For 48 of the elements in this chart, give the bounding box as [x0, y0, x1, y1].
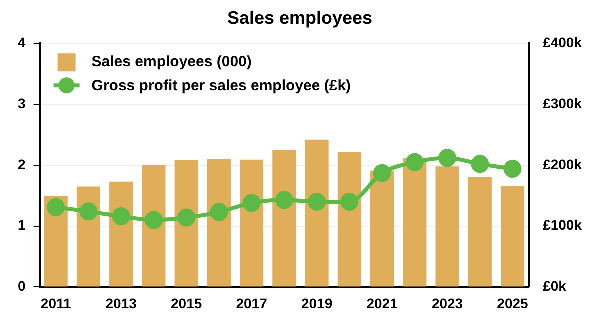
y2-tick-label: £200k [543, 156, 582, 172]
y2-tick-label: £300k [543, 95, 582, 112]
y-tick-label: 2 [18, 156, 26, 172]
point [438, 149, 457, 168]
point [406, 153, 424, 172]
x-tick-label: 2013 [106, 295, 138, 312]
y2-tick-label: £100k [543, 217, 582, 234]
y-tick-label: 0 [18, 278, 26, 294]
x-tick-label: 2023 [432, 295, 464, 312]
bar [207, 159, 231, 287]
bar [142, 165, 166, 287]
point [242, 194, 261, 212]
y-tick-label: 1 [18, 217, 26, 234]
point [47, 198, 66, 216]
x-tick-label: 2015 [170, 295, 202, 312]
x-tick-label: 2019 [301, 295, 333, 312]
x-tick-label: 2011 [40, 295, 72, 312]
bar [370, 170, 394, 287]
point [80, 202, 98, 221]
bar [468, 176, 492, 287]
point [373, 164, 392, 182]
y-tick-label: 4 [18, 34, 26, 50]
x-tick-label: 2025 [497, 295, 529, 312]
bar [500, 186, 525, 287]
bar [403, 158, 427, 287]
bar [305, 140, 329, 287]
point [504, 160, 522, 178]
point [210, 203, 228, 222]
chart-title: Sales employees [227, 8, 373, 28]
point [471, 155, 490, 174]
point [178, 208, 196, 227]
x-tick-label: 2017 [236, 295, 268, 312]
point [144, 211, 163, 230]
bar [436, 166, 460, 287]
bar [174, 160, 198, 287]
x-tick-label: 2021 [366, 295, 398, 312]
bar [240, 160, 264, 287]
point [275, 191, 294, 210]
point [340, 192, 359, 211]
y2-tick-label: £400k [543, 34, 582, 50]
point [112, 208, 130, 226]
point [308, 192, 326, 211]
legend-label: Gross profit per sales employee (£k) [92, 78, 352, 95]
y-tick-label: 3 [18, 95, 26, 112]
legend-label: Sales employees (000) [92, 54, 252, 71]
bar [338, 152, 362, 287]
y2-tick-label: £0k [543, 278, 567, 294]
bar [272, 150, 296, 287]
